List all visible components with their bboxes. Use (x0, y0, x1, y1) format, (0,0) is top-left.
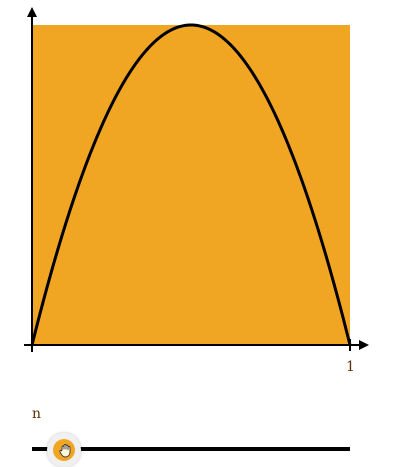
hand-grab-icon (59, 444, 71, 458)
x-axis-arrow-icon (359, 340, 369, 350)
slider-track[interactable] (32, 447, 350, 451)
plot-area (24, 7, 369, 352)
slider-handle[interactable] (46, 433, 81, 467)
slider-label: n (32, 406, 42, 422)
x-tick-label: 1 (346, 359, 355, 375)
y-axis-arrow-icon (27, 7, 37, 17)
parabola-curve (30, 23, 352, 346)
filled-region (32, 25, 350, 345)
